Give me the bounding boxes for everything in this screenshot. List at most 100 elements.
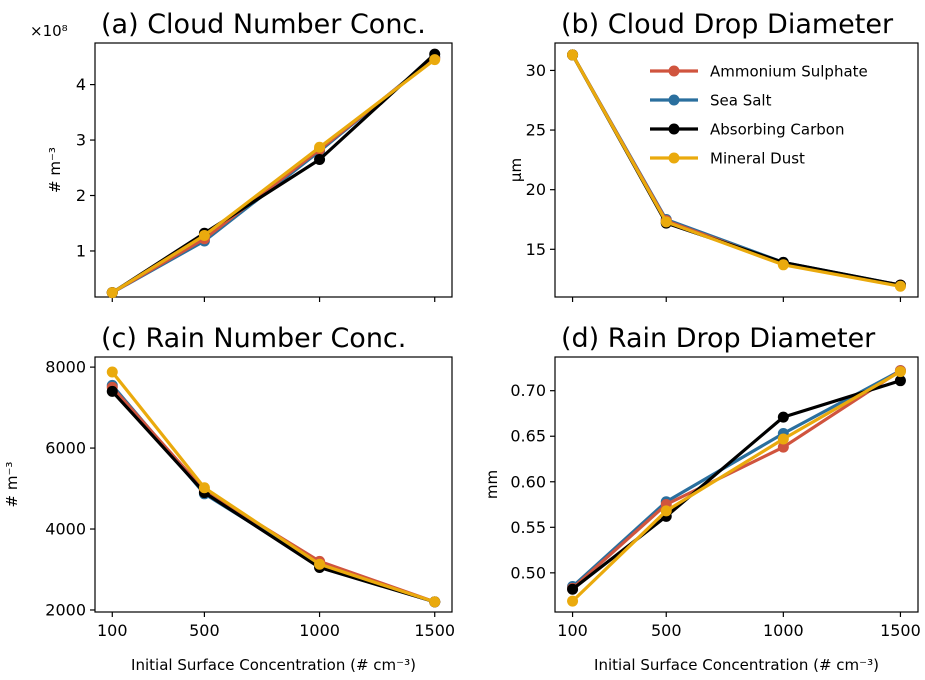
- legend-marker: [668, 123, 680, 135]
- legend-label: Mineral Dust: [710, 150, 805, 168]
- panel-0: (a) Cloud Number Conc. 1 2 3 4 # m⁻³ ×10⁸: [30, 9, 453, 302]
- data-point: [660, 216, 672, 228]
- series-mineral-dust: [106, 54, 441, 299]
- data-point: [106, 385, 118, 397]
- series-line: [571, 379, 901, 591]
- y-tick-label: 0.70: [510, 381, 546, 400]
- data-point: [314, 558, 326, 570]
- data-point: [777, 433, 789, 445]
- x-tick-label: 100: [97, 621, 128, 640]
- series-sea-salt: [567, 49, 906, 291]
- y-tick-label: 0.60: [510, 472, 546, 491]
- legend-marker: [668, 152, 680, 164]
- series-line: [571, 54, 901, 287]
- series-line: [111, 384, 436, 604]
- y-axis-label: # m⁻³: [3, 462, 21, 508]
- series-line: [571, 54, 901, 287]
- data-point: [429, 596, 441, 608]
- panel-1: (b) Cloud Drop Diameter 15 20 25 30 μm Ammoniu…: [507, 9, 919, 302]
- x-tick-label: 1000: [763, 621, 804, 640]
- panel-2: (c) Rain Number Conc. 2000 4000 6000 8000 100…: [3, 323, 455, 674]
- y-tick-label: 0.55: [510, 518, 546, 537]
- data-point: [567, 583, 579, 595]
- data-point: [777, 411, 789, 423]
- series-mineral-dust: [567, 366, 906, 607]
- series-sea-salt: [106, 379, 441, 608]
- series-line: [111, 56, 436, 294]
- y-tick-label: 30: [526, 61, 546, 80]
- y-tick-label: 15: [526, 240, 546, 259]
- x-axis-label: Initial Surface Concentration (# cm⁻³): [131, 656, 416, 674]
- y-axis-label: mm: [483, 470, 501, 499]
- x-tick-label: 100: [557, 621, 588, 640]
- series-ammonium-sulphate: [106, 52, 441, 299]
- series-line: [111, 386, 436, 604]
- data-point: [777, 441, 789, 453]
- y-tick-label: 8000: [45, 358, 86, 377]
- series-mineral-dust: [106, 366, 441, 608]
- legend: Ammonium Sulphate Sea Salt Absorbing Carbo…: [650, 63, 868, 168]
- data-point: [314, 141, 326, 153]
- series-absorbing-carbon: [567, 375, 906, 595]
- y-tick-label: 0.65: [510, 427, 546, 446]
- y-offset-multiplier: ×10⁸: [30, 22, 68, 40]
- axes-frame: [554, 42, 919, 298]
- data-point: [198, 229, 210, 241]
- y-tick-label: 1: [76, 241, 86, 260]
- panel-3: (d) Rain Drop Diameter 0.50 0.55 0.60 0.65 0.…: [483, 323, 921, 674]
- y-tick-label: 4000: [45, 520, 86, 539]
- series-line: [111, 58, 436, 294]
- x-tick-label: 500: [189, 621, 220, 640]
- series-line: [111, 52, 436, 294]
- data-point: [429, 54, 441, 66]
- y-tick-label: 6000: [45, 439, 86, 458]
- x-tick-label: 1000: [299, 621, 340, 640]
- data-point: [567, 595, 579, 607]
- x-tick-label: 500: [651, 621, 682, 640]
- data-point: [314, 153, 326, 165]
- x-tick-label: 1500: [880, 621, 921, 640]
- data-point: [894, 375, 906, 387]
- legend-label: Absorbing Carbon: [710, 121, 844, 139]
- series-line: [111, 390, 436, 604]
- series-absorbing-carbon: [106, 385, 441, 608]
- y-tick-label: 25: [526, 121, 546, 140]
- data-point: [894, 280, 906, 292]
- data-point: [567, 49, 579, 61]
- y-axis-label: μm: [507, 158, 525, 182]
- series-absorbing-carbon: [106, 48, 441, 299]
- y-tick-label: 0.50: [510, 563, 546, 582]
- legend-marker: [668, 94, 680, 106]
- data-point: [198, 482, 210, 494]
- panel-title: (c) Rain Number Conc.: [101, 323, 406, 354]
- legend-marker: [668, 65, 680, 77]
- series-ammonium-sulphate: [567, 49, 906, 291]
- panel-title: (b) Cloud Drop Diameter: [561, 9, 894, 40]
- series-absorbing-carbon: [567, 49, 906, 291]
- panel-title: (d) Rain Drop Diameter: [561, 323, 876, 354]
- series-line: [571, 54, 901, 288]
- y-tick-label: 2000: [45, 600, 86, 619]
- series-mineral-dust: [567, 49, 906, 292]
- series-sea-salt: [106, 51, 441, 299]
- data-point: [660, 505, 672, 517]
- y-tick-label: 4: [76, 75, 86, 94]
- y-tick-label: 3: [76, 131, 86, 150]
- axes-frame: [554, 356, 919, 613]
- x-axis-label: Initial Surface Concentration (# cm⁻³): [594, 656, 879, 674]
- series-line: [571, 370, 902, 603]
- data-point: [894, 366, 906, 378]
- axes-frame: [94, 42, 453, 298]
- series-ammonium-sulphate: [106, 381, 441, 608]
- axes-frame: [94, 356, 453, 613]
- data-point: [106, 366, 118, 378]
- series-line: [111, 371, 436, 604]
- x-tick-label: 1500: [414, 621, 455, 640]
- y-tick-label: 20: [526, 180, 546, 199]
- series-line: [111, 55, 436, 294]
- legend-label: Ammonium Sulphate: [710, 63, 868, 81]
- y-axis-label: # m⁻³: [46, 147, 64, 193]
- legend-label: Sea Salt: [710, 92, 772, 110]
- data-point: [777, 259, 789, 271]
